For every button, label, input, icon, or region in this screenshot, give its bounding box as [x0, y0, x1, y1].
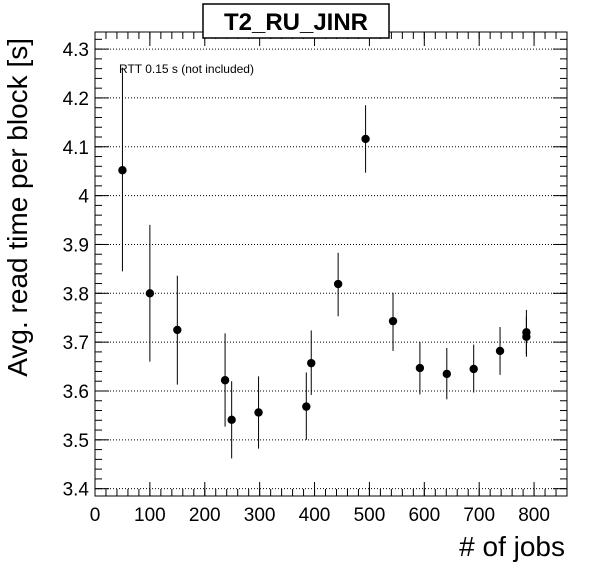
data-point [118, 166, 127, 175]
data-point [227, 415, 236, 425]
data-point [307, 358, 316, 368]
x-tick-label: 100 [134, 505, 166, 526]
data-point [173, 325, 182, 335]
data-point [361, 134, 370, 144]
data-point [495, 346, 505, 356]
y-tick-label: 3.9 [63, 235, 89, 256]
y-tick-label: 3.5 [63, 431, 89, 452]
y-tick-label: 4.3 [63, 40, 89, 61]
y-tick-label: 4 [78, 187, 89, 208]
data-point [302, 402, 311, 411]
data-point [254, 408, 263, 417]
x-tick-label: 400 [299, 505, 331, 526]
x-tick-label: 700 [463, 505, 495, 526]
data-point [145, 289, 155, 298]
title-box: T2_RU_JINR [202, 3, 390, 39]
grid-lines [95, 48, 567, 490]
y-tick-label: 4.2 [63, 89, 89, 110]
data-point [469, 364, 478, 374]
x-tick-label: 800 [518, 505, 550, 526]
data-point [388, 316, 398, 326]
data-point [333, 279, 343, 289]
data-point [522, 332, 531, 341]
x-tick-label: 300 [244, 505, 276, 526]
chart-title: T2_RU_JINR [224, 9, 368, 36]
data-points [118, 67, 531, 459]
x-tick-label: 600 [408, 505, 440, 526]
x-tick-labels: 0 100 200 300 400 500 600 700 800 [90, 505, 550, 526]
annotation-text: RTT 0.15 s (not included) [119, 62, 254, 76]
data-point [415, 363, 425, 373]
y-tick-label: 4.1 [63, 138, 89, 159]
x-axis-title: # of jobs [459, 531, 565, 562]
y-tick-labels: 3.4 3.5 3.6 3.7 3.8 3.9 4 4.1 4.2 4.3 [63, 40, 90, 501]
y-tick-label: 3.6 [63, 382, 89, 403]
title-box-border [202, 3, 390, 39]
y-tick-label: 3.8 [63, 284, 89, 305]
data-point [220, 376, 230, 385]
x-tick-label: 200 [189, 505, 221, 526]
y-axis-title: Avg. read time per block [s] [2, 38, 33, 377]
x-tick-label: 500 [354, 505, 386, 526]
y-tick-label: 3.4 [63, 480, 90, 501]
data-point [442, 369, 452, 379]
y-tick-label: 3.7 [63, 333, 89, 354]
x-tick-label: 0 [90, 505, 101, 526]
